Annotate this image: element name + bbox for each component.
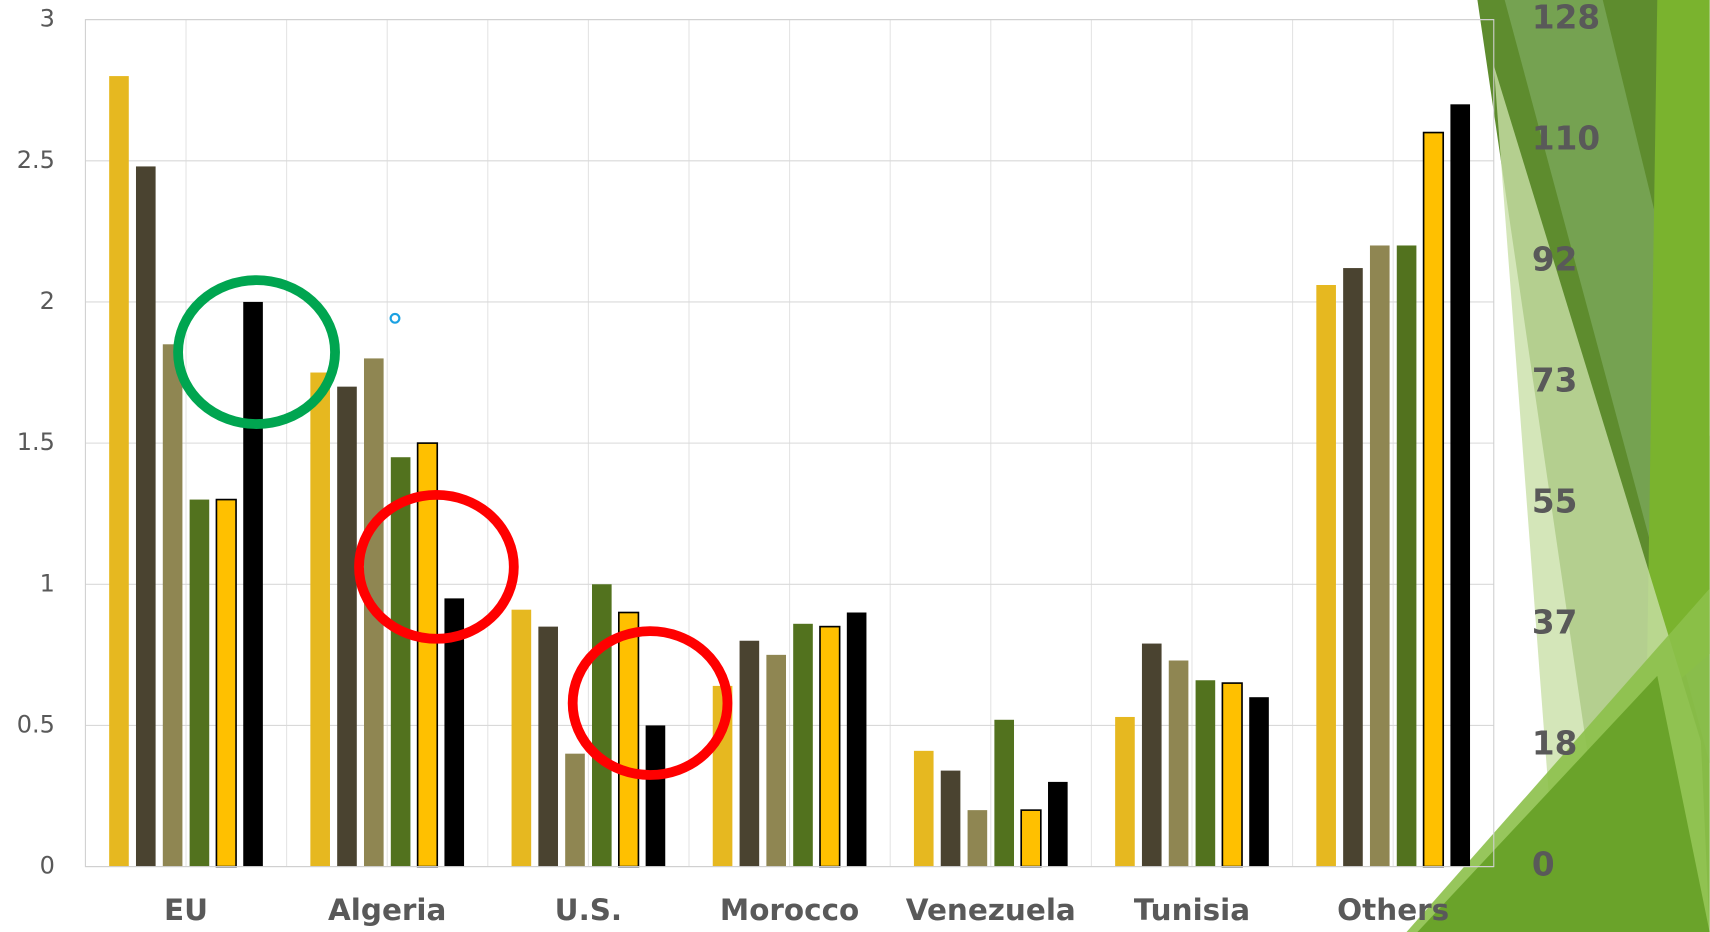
y-tick-label: 3: [40, 5, 55, 33]
bar: [416, 442, 439, 868]
y-tick-label: 0.5: [17, 710, 55, 738]
bar: [1195, 680, 1216, 867]
bar: [793, 623, 813, 867]
x-tick-label: EU: [164, 893, 208, 927]
bar: [766, 654, 786, 867]
x-tick-label: Morocco: [720, 893, 859, 927]
bar: [1048, 781, 1068, 867]
x-tick-label: Venezuela: [906, 893, 1076, 927]
y-tick-label: 1: [40, 569, 55, 597]
y-tick-label: 1.5: [17, 428, 55, 456]
bar: [1316, 285, 1336, 867]
bar: [1249, 697, 1269, 867]
bar: [390, 457, 411, 867]
y-tick-label: 2.5: [17, 146, 55, 174]
bar: [739, 640, 760, 867]
x-tick-label: Algeria: [328, 893, 446, 927]
bar: [565, 753, 585, 867]
bar: [215, 498, 237, 868]
bar: [1369, 245, 1390, 867]
annotations: [173, 275, 733, 780]
y-tick-label: 2: [40, 287, 55, 315]
bar: [819, 625, 841, 868]
bar: [337, 386, 357, 867]
x-tick-label: Others: [1337, 893, 1449, 927]
bar: [592, 584, 612, 867]
bar: [1396, 245, 1417, 867]
bar: [967, 810, 988, 867]
bar: [162, 344, 183, 867]
bar: [109, 76, 129, 867]
bar: [1168, 660, 1189, 867]
y2-tick-label: 0: [1532, 846, 1555, 884]
y2-tick-label: 128: [1532, 0, 1600, 37]
bar: [511, 609, 532, 867]
bar: [444, 598, 465, 867]
y2-tick-label: 92: [1532, 241, 1578, 279]
bar: [1020, 809, 1042, 868]
y2-tick-label: 110: [1532, 120, 1600, 158]
bar: [846, 612, 867, 867]
bar: [135, 166, 156, 867]
x-tick-label: U.S.: [555, 893, 622, 927]
bar: [1115, 716, 1135, 867]
y2-tick-label: 73: [1532, 362, 1578, 400]
y2-tick-label: 37: [1532, 604, 1578, 642]
bar: [538, 626, 558, 867]
plot-border: [84, 19, 1495, 868]
y2-tick-label: 18: [1532, 725, 1578, 763]
bar: [310, 372, 330, 867]
bar: [940, 770, 961, 867]
bar: [645, 725, 666, 867]
bar: [1343, 268, 1363, 867]
bar: [913, 750, 934, 867]
x-tick-label: Tunisia: [1134, 893, 1250, 927]
y2-tick-label: 55: [1532, 483, 1578, 521]
bar: [189, 499, 210, 867]
bar: [994, 719, 1015, 867]
bar: [243, 301, 263, 867]
bar: [1141, 643, 1162, 867]
bar: [1450, 104, 1471, 867]
y-tick-label: 0: [40, 852, 55, 880]
bar: [617, 611, 640, 868]
decoration: [1406, 0, 1710, 932]
bar: [1221, 682, 1243, 868]
bar: [1422, 131, 1445, 868]
